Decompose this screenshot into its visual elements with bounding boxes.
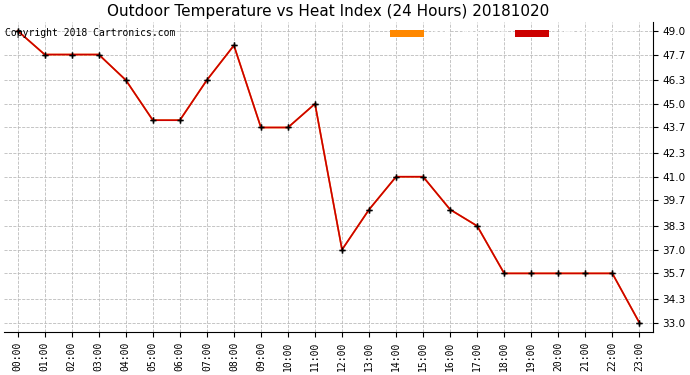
Title: Outdoor Temperature vs Heat Index (24 Hours) 20181020: Outdoor Temperature vs Heat Index (24 Ho…	[108, 4, 550, 19]
Text: Copyright 2018 Cartronics.com: Copyright 2018 Cartronics.com	[6, 28, 176, 38]
Legend: Heat Index (°F), Temperature (°F): Heat Index (°F), Temperature (°F)	[388, 27, 648, 40]
